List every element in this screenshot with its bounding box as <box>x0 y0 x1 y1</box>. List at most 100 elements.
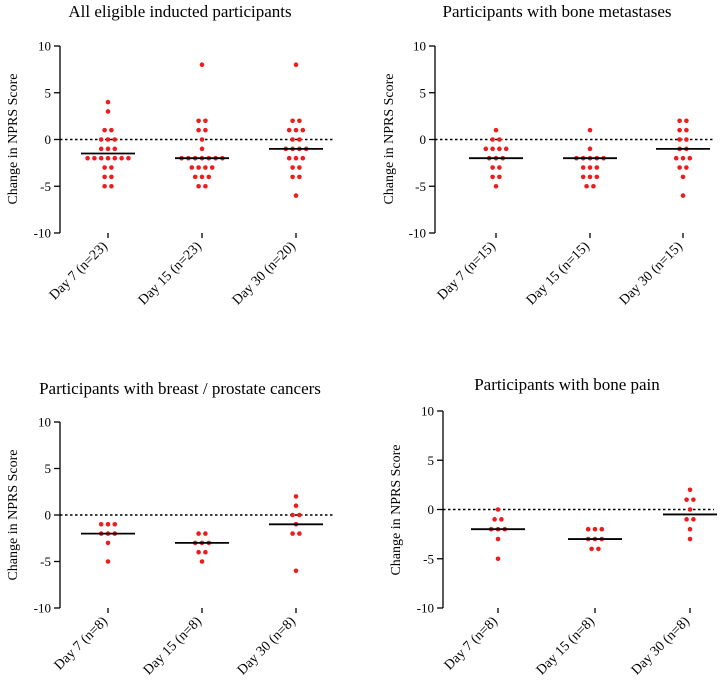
data-point <box>499 517 504 522</box>
data-point <box>196 549 201 555</box>
y-tick-label: 0 <box>45 132 52 147</box>
data-point <box>492 517 497 522</box>
data-point <box>105 559 111 564</box>
data-point <box>592 526 598 532</box>
data-point <box>684 118 689 124</box>
data-point <box>105 540 111 546</box>
data-point <box>199 146 205 152</box>
data-point <box>677 118 682 124</box>
panel-title: Participants with breast / prostate canc… <box>39 379 321 398</box>
data-point <box>297 174 302 180</box>
data-point <box>92 155 97 161</box>
x-tick-label: Day 30 (n=8) <box>629 614 693 678</box>
data-point <box>591 183 596 189</box>
data-point <box>691 517 696 522</box>
data-point <box>680 155 686 161</box>
data-point <box>192 174 198 180</box>
data-point <box>105 155 111 161</box>
y-tick-label: 10 <box>413 39 426 54</box>
data-point <box>490 137 495 142</box>
panel-all-eligible: All eligible inducted participants Chang… <box>6 2 335 308</box>
y-tick-label: 5 <box>45 85 52 100</box>
data-point <box>594 165 600 170</box>
data-point <box>98 137 104 142</box>
data-point <box>203 165 208 170</box>
data-point <box>497 137 502 142</box>
data-point <box>203 531 208 536</box>
data-point <box>497 146 502 152</box>
data-point <box>109 165 114 170</box>
data-point <box>297 531 302 536</box>
y-tick-label: 10 <box>421 404 434 419</box>
data-point <box>290 165 295 170</box>
data-point <box>580 174 586 180</box>
data-point <box>585 526 591 532</box>
data-point <box>85 155 90 161</box>
data-point <box>297 165 302 170</box>
data-point <box>293 494 299 499</box>
data-point <box>483 146 489 152</box>
data-point <box>587 146 593 152</box>
y-axis-label: Change in NPRS Score <box>389 444 404 575</box>
panel-title: Participants with bone metastases <box>443 2 672 21</box>
data-point <box>580 165 586 170</box>
data-point <box>112 146 118 152</box>
data-point <box>589 546 594 552</box>
data-point <box>286 155 292 161</box>
data-point <box>98 522 104 527</box>
y-tick-label: 0 <box>420 132 427 147</box>
data-point <box>594 174 600 180</box>
y-tick-label: -5 <box>40 554 51 569</box>
data-point <box>687 487 693 493</box>
data-point <box>203 549 208 555</box>
data-point <box>293 568 299 574</box>
data-point <box>290 531 295 536</box>
data-point <box>189 165 195 170</box>
data-point <box>587 165 593 170</box>
data-point <box>297 137 302 142</box>
panel-bone-metastases: Participants with bone metastases Change… <box>382 2 714 308</box>
y-tick-label: -5 <box>415 179 426 194</box>
y-tick-label: 0 <box>45 508 52 523</box>
x-tick-label: Day 15 (n=23) <box>136 239 205 308</box>
y-axis-label: Change in NPRS Score <box>6 73 21 204</box>
data-point <box>196 531 201 536</box>
y-tick-label: -5 <box>40 179 51 194</box>
data-point <box>673 155 679 161</box>
x-tick-label: Day 30 (n=15) <box>617 239 686 308</box>
data-point <box>112 155 118 161</box>
data-point <box>493 127 499 133</box>
y-tick-label: -10 <box>34 601 51 616</box>
data-point <box>677 127 682 133</box>
data-point <box>102 183 107 189</box>
data-point <box>293 155 299 161</box>
data-point <box>105 137 111 142</box>
x-tick-label: Day 7 (n=8) <box>52 614 111 673</box>
data-point <box>199 174 205 180</box>
data-point <box>126 155 131 161</box>
data-point <box>687 155 693 161</box>
data-point <box>497 174 502 180</box>
data-point <box>587 127 593 133</box>
data-point <box>105 99 111 105</box>
data-point <box>300 127 306 133</box>
data-point <box>497 165 502 170</box>
x-tick-label: Day 30 (n=20) <box>230 239 299 308</box>
x-tick-label: Day 15 (n=8) <box>141 614 205 678</box>
y-tick-label: 0 <box>428 502 435 517</box>
data-point <box>105 522 111 527</box>
x-tick-label: Day 7 (n=15) <box>435 239 499 303</box>
data-point <box>687 536 693 542</box>
data-point <box>495 536 501 542</box>
y-tick-label: 10 <box>38 415 51 430</box>
data-point <box>196 118 201 124</box>
data-point <box>490 174 495 180</box>
data-point <box>203 183 208 189</box>
panel-title: Participants with bone pain <box>474 375 660 394</box>
panel-breast-prostate: Participants with breast / prostate canc… <box>6 379 335 678</box>
data-point <box>206 174 212 180</box>
data-point <box>109 127 114 133</box>
data-point <box>584 183 589 189</box>
data-point <box>102 174 107 180</box>
